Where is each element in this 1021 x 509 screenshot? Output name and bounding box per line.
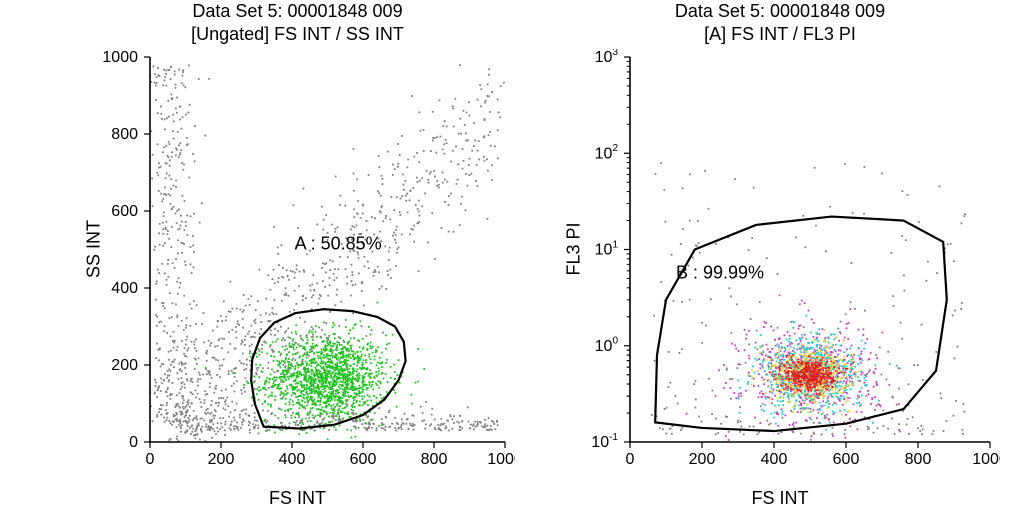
x-tick-label: 1000: [972, 451, 1000, 468]
x-axis-label-right: FS INT: [560, 488, 1000, 509]
y-tick-label: 101: [595, 239, 619, 258]
x-tick-label: 400: [761, 451, 788, 468]
x-tick-label: 1000: [487, 451, 515, 468]
y-tick-label: 0: [129, 434, 138, 451]
y-tick-label: 400: [111, 280, 138, 297]
gate-label: B : 99.99%: [676, 262, 764, 282]
scatter-plot-left: Data Set 5: 00001848 009 [Ungated] FS IN…: [80, 0, 515, 509]
y-tick-label: 10-1: [591, 432, 618, 451]
scatter-plot-right: Data Set 5: 00001848 009 [A] FS INT / FL…: [560, 0, 1000, 509]
y-tick-label: 102: [595, 143, 619, 162]
scatter-svg-left: A : 50.85% 0 200 400 600 800 1000 0 200 400 600 800…: [80, 49, 515, 482]
y-tick-label: 800: [111, 126, 138, 143]
plot-title-left: Data Set 5: 00001848 009 [Ungated] FS IN…: [80, 0, 515, 47]
x-axis-label-left: FS INT: [80, 488, 515, 509]
title-line-2: [A] FS INT / FL3 PI: [560, 23, 1000, 46]
x-tick-label: 400: [279, 451, 306, 468]
y-axis-label-right: FL3 PI: [564, 223, 585, 276]
figure: Data Set 5: 00001848 009 [Ungated] FS IN…: [0, 0, 1021, 505]
scatter-svg-right: B : 99.99% 0 200 400 600 800 1000 10-1 100 101 102…: [560, 49, 1000, 482]
plot-title-right: Data Set 5: 00001848 009 [A] FS INT / FL…: [560, 0, 1000, 47]
x-tick-label: 200: [208, 451, 235, 468]
gate-label: A : 50.85%: [295, 233, 382, 253]
y-tick-label: 103: [595, 49, 619, 66]
y-axis-label-left: SS INT: [84, 220, 105, 278]
gate-region: [251, 309, 405, 428]
title-line-2: [Ungated] FS INT / SS INT: [80, 23, 515, 46]
title-line-1: Data Set 5: 00001848 009: [80, 0, 515, 23]
x-tick-label: 200: [689, 451, 716, 468]
plot-area-right: FL3 PI B : 99.99% 0 200 400 600 800 1000 10-1 10…: [560, 49, 1000, 482]
x-tick-label: 600: [833, 451, 860, 468]
title-line-1: Data Set 5: 00001848 009: [560, 0, 1000, 23]
points: [122, 53, 515, 481]
y-tick-label: 200: [111, 357, 138, 374]
x-tick-label: 800: [421, 451, 448, 468]
x-tick-label: 0: [626, 451, 635, 468]
y-tick-label: 1000: [102, 49, 138, 66]
x-tick-label: 0: [146, 451, 155, 468]
y-tick-label: 600: [111, 203, 138, 220]
plot-area-left: SS INT A : 50.85% 0 200 400 600 800 1000 0 200 40…: [80, 49, 515, 482]
x-tick-label: 800: [905, 451, 932, 468]
points: [651, 162, 966, 468]
x-tick-label: 600: [350, 451, 377, 468]
y-tick-label: 100: [595, 335, 619, 354]
